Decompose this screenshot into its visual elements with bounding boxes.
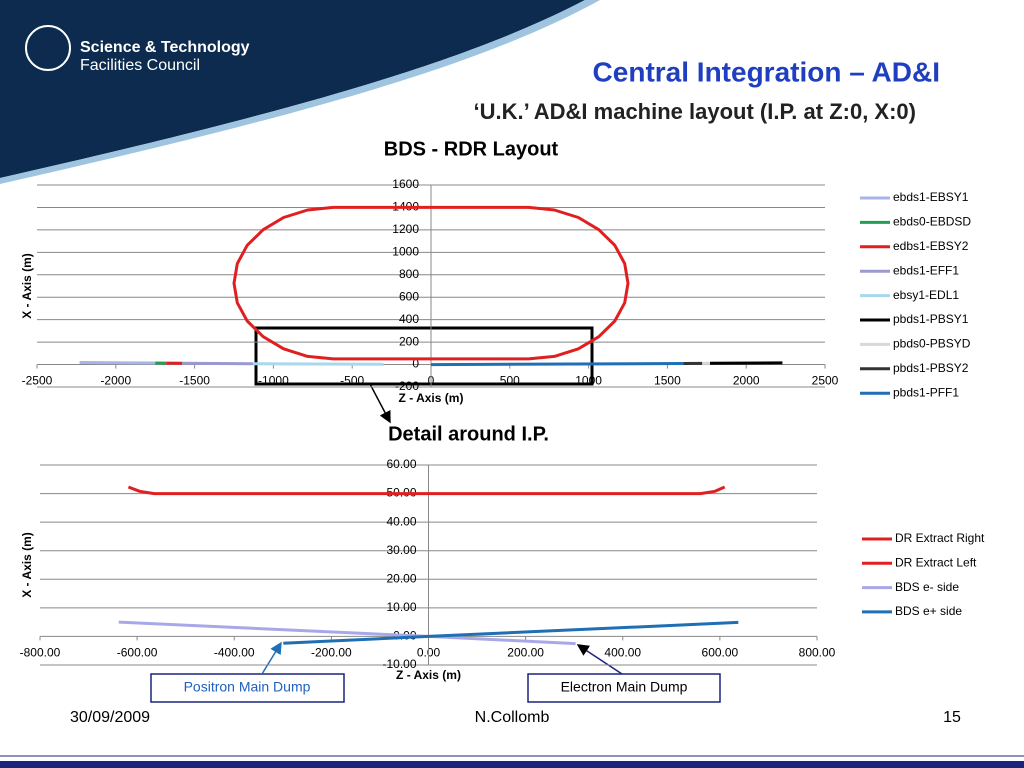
x-tick-label: -600.00 [117,646,158,660]
legend-label: edbs1-EBSY2 [893,239,969,253]
legend-label: ebds1-EFF1 [893,263,959,277]
x-tick-label: -800.00 [20,646,61,660]
y-tick-label: 1600 [392,177,419,191]
x-tick-label: -1500 [179,374,210,388]
y-tick-label: 20.00 [386,571,416,585]
y-tick-label: 30.00 [386,543,416,557]
y-tick-label: 1200 [392,222,419,236]
x-tick-label: 400.00 [604,646,641,660]
y-tick-label: -200 [395,379,419,393]
series-line [166,205,630,365]
footer-date: 30/09/2009 [70,709,150,726]
chart-title: BDS - RDR Layout [384,138,559,160]
legend-label: ebds1-EBSY1 [893,190,969,204]
chart-title: Detail around I.P. [388,423,549,445]
legend-label: pbds1-PBSY2 [893,361,969,375]
x-axis-label: Z - Axis (m) [399,391,464,405]
detail-arrow [369,383,391,424]
legend-label: DR Extract Right [895,531,985,545]
series-line [127,485,429,496]
logo-line1: Science & Technology [80,39,250,56]
y-tick-label: 600 [399,289,419,303]
legend-label: BDS e+ side [895,604,962,618]
footer-author: N.Collomb [475,709,550,726]
y-axis-label: X - Axis (m) [20,532,34,598]
series-line [252,362,384,366]
x-tick-label: -2500 [22,374,53,388]
x-tick-label: 500 [500,374,520,388]
x-tick-label: 800.00 [799,646,836,660]
x-tick-label: -200.00 [311,646,352,660]
series-line [430,362,684,367]
footer-bar [0,761,1024,768]
y-tick-label: 0 [412,357,419,371]
y-tick-label: -10.00 [382,657,416,671]
callout-arrow [261,641,282,675]
legend-label: ebds0-EBDSD [893,215,971,229]
y-axis-label: X - Axis (m) [20,253,34,319]
legend-label: DR Extract Left [895,555,977,569]
legend-label: pbds1-PFF1 [893,385,959,399]
x-tick-label: 2500 [812,374,839,388]
logo-line2: Facilities Council [80,57,200,74]
y-tick-label: 40.00 [386,514,416,528]
callout-arrow [576,644,623,675]
x-tick-label: 1500 [654,374,681,388]
header-band [0,0,585,178]
x-tick-label: 2000 [733,374,760,388]
x-tick-label: 200.00 [507,646,544,660]
callout-text: Electron Main Dump [561,679,688,695]
legend-label: BDS e- side [895,580,959,594]
slide-subtitle: ‘U.K.’ AD&I machine layout (I.P. at Z:0,… [473,99,916,124]
x-tick-label: -400.00 [214,646,255,660]
x-tick-label: 1000 [575,374,602,388]
y-tick-label: 60.00 [386,457,416,471]
slide-title: Central Integration – AD&I [593,56,940,87]
logo-icon [25,25,71,71]
x-tick-label: -500 [340,374,364,388]
x-tick-label: -1000 [258,374,289,388]
header-accent [0,0,600,184]
x-axis-label: Z - Axis (m) [396,668,461,682]
callout-text: Positron Main Dump [184,679,311,695]
callout-box [150,673,345,703]
x-tick-label: 600.00 [702,646,739,660]
legend-label: pbds1-PBSY1 [893,312,969,326]
series-line [79,361,156,365]
y-tick-label: 10.00 [386,600,416,614]
series-line [181,361,253,366]
series-line [428,485,726,496]
y-tick-label: 200 [399,334,419,348]
legend-label: ebsy1-EDL1 [893,288,959,302]
legend-label: pbds0-PBSYD [893,337,971,351]
detail-box [254,326,594,386]
y-tick-label: 1000 [392,245,419,259]
y-tick-label: 400 [399,312,419,326]
y-tick-label: 800 [399,267,419,281]
x-tick-label: -2000 [100,374,131,388]
footer-page: 15 [943,709,961,726]
callout-box [527,673,721,703]
series-line [283,620,739,645]
